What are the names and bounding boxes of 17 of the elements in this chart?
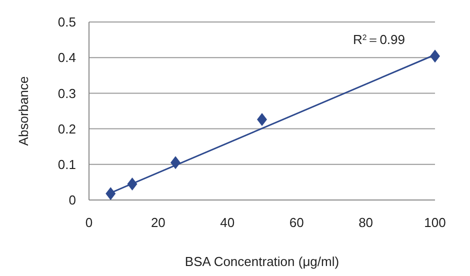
y-tick-label: 0.2: [58, 121, 76, 136]
y-axis-title: Absorbance: [16, 76, 31, 146]
x-tick-label: 40: [220, 215, 235, 230]
x-tick-label: 60: [289, 215, 304, 230]
x-axis-title: BSA Concentration (μg/ml): [184, 254, 340, 269]
y-tick-label: 0.4: [58, 50, 76, 66]
x-tick-label: 80: [358, 215, 374, 230]
x-tick-label: 100: [424, 215, 446, 230]
x-tick-label: 20: [150, 215, 166, 230]
point: [257, 113, 267, 126]
y-tick-label: 0: [68, 192, 76, 208]
y-tick-label: 0.1: [58, 156, 76, 172]
point: [106, 187, 116, 200]
y-tick-label: 0.5: [58, 14, 76, 30]
annotation: R$^{2}$＝0.99: [352, 32, 405, 47]
x-tick-label: 0: [85, 215, 93, 230]
y-tick-label: 0.3: [58, 86, 76, 101]
